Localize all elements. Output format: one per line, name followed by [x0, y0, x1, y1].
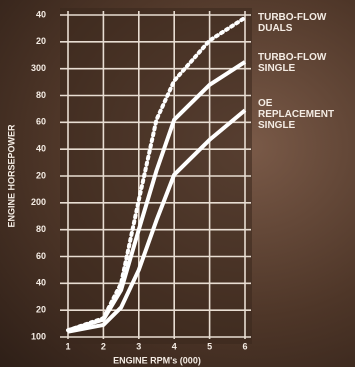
x-tick-label: 2 [101, 341, 106, 351]
legend-label: TURBO-FLOW DUALS [258, 12, 327, 34]
y-tick-label: 40 [36, 9, 46, 19]
y-tick-label: 20 [36, 170, 46, 180]
y-tick-label: 20 [36, 36, 46, 46]
x-tick-label: 1 [65, 341, 70, 351]
y-tick-label: 40 [36, 278, 46, 288]
x-tick-label: 3 [136, 341, 141, 351]
legend-label: TURBO-FLOW SINGLE [258, 52, 327, 74]
y-tick-label: 300 [31, 63, 46, 73]
y-tick-label: 20 [36, 305, 46, 315]
x-axis-title: ENGINE RPM's (000) [113, 355, 201, 365]
x-tick-label: 5 [207, 341, 212, 351]
y-tick-label: 80 [36, 90, 46, 100]
y-tick-label: 80 [36, 224, 46, 234]
x-tick-label: 4 [172, 341, 177, 351]
legend-label: OE REPLACEMENT SINGLE [258, 98, 335, 131]
y-tick-label: 60 [36, 117, 46, 127]
y-tick-label: 100 [31, 331, 46, 341]
y-axis-title: ENGINE HORSEPOWER [6, 124, 16, 228]
y-tick-label: 60 [36, 251, 46, 261]
series-line [67, 60, 247, 333]
y-tick-label: 200 [31, 197, 46, 207]
y-tick-label: 40 [36, 144, 46, 154]
series-line [67, 108, 247, 334]
x-tick-label: 6 [242, 341, 247, 351]
